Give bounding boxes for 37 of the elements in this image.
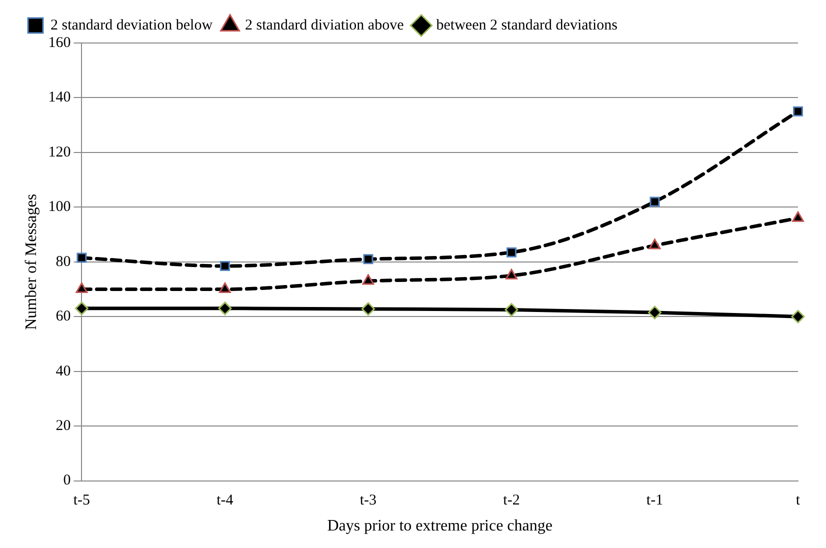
x-tick-label: t [796,492,801,509]
x-tick-label: t-3 [360,492,377,509]
point [219,282,231,294]
point [793,106,803,116]
point [76,282,88,294]
point [361,302,375,316]
x-tick-label: t-5 [73,492,90,509]
y-tick-label: 120 [48,144,71,160]
point [791,310,805,324]
y-tick-label: 40 [56,363,71,380]
y-tick-label: 100 [48,199,71,216]
point [76,252,87,263]
point [650,196,660,207]
y-tick-label: 160 [48,34,71,51]
legend-label: 2 standard diviation above [245,17,404,34]
point [220,261,230,271]
y-tick-label: 140 [48,90,71,106]
y-tick-label: 80 [56,254,71,270]
y-tick-label: 20 [56,418,71,434]
point [506,247,516,258]
point [363,254,374,264]
point [218,302,232,316]
point [506,268,518,280]
point [648,306,662,320]
x-tick-label: t-2 [503,492,520,509]
x-axis-title: Days prior to extreme price change [327,518,552,535]
y-axis-title: Number of Messages [22,194,40,330]
legend-label: between 2 standard deviations [436,17,618,34]
x-tick-label: t-4 [216,492,234,509]
y-tick-label: 60 [56,308,71,325]
x-tick-label: t-1 [646,492,664,509]
point [504,303,518,317]
point [648,238,661,250]
legend-label: 2 standard deviation below [50,17,213,34]
point [792,211,804,222]
point [362,274,374,285]
y-tick-label: 0 [63,472,71,489]
